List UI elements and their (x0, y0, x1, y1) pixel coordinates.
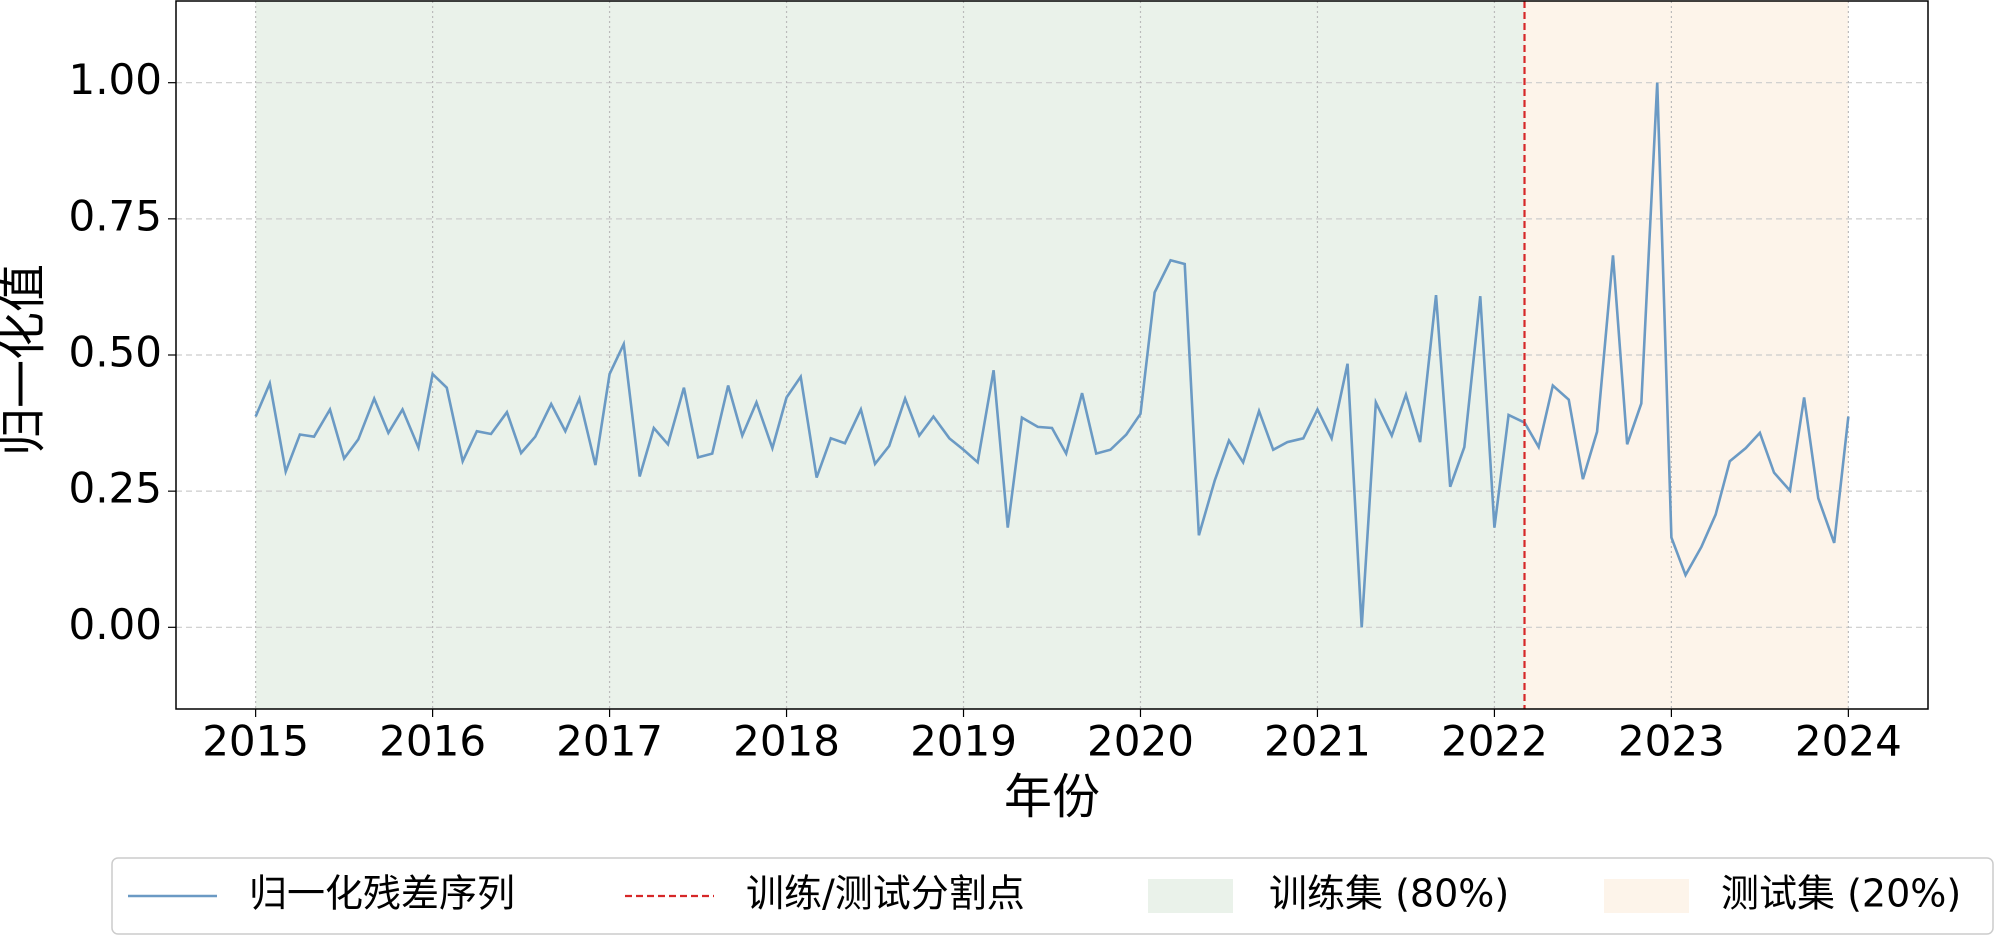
x-tick-label: 2021 (1264, 717, 1371, 766)
x-tick-label: 2023 (1618, 717, 1725, 766)
x-tick-label: 2022 (1441, 717, 1548, 766)
x-tick-label: 2020 (1087, 717, 1194, 766)
x-tick-label: 2015 (202, 717, 309, 766)
y-tick-label: 0.75 (68, 191, 162, 240)
y-tick-label: 0.25 (68, 464, 162, 513)
legend-patch (1604, 879, 1689, 913)
data-line (254, 82, 1850, 628)
legend-label: 训练/测试分割点 (746, 872, 1025, 916)
x-tick-label: 2024 (1795, 717, 1902, 766)
y-tick-label: 0.00 (68, 600, 162, 649)
legend-label: 归一化残差序列 (249, 872, 515, 916)
legend-patch (1148, 879, 1233, 913)
x-tick-label: 2018 (733, 717, 840, 766)
x-axis-label: 年份 (1004, 769, 1100, 825)
plot-frame (175, 0, 1929, 710)
legend-label: 测试集 (20%) (1721, 872, 1961, 916)
x-tick-label: 2019 (910, 717, 1017, 766)
y-tick-label: 1.00 (68, 55, 162, 104)
x-tick-label: 2017 (556, 717, 663, 766)
y-axis-label: 归一化值 (0, 264, 51, 456)
x-tick-label: 2016 (379, 717, 486, 766)
y-tick-label: 0.50 (68, 328, 162, 377)
legend-box (111, 857, 1994, 935)
legend-label: 训练集 (80%) (1269, 872, 1509, 916)
